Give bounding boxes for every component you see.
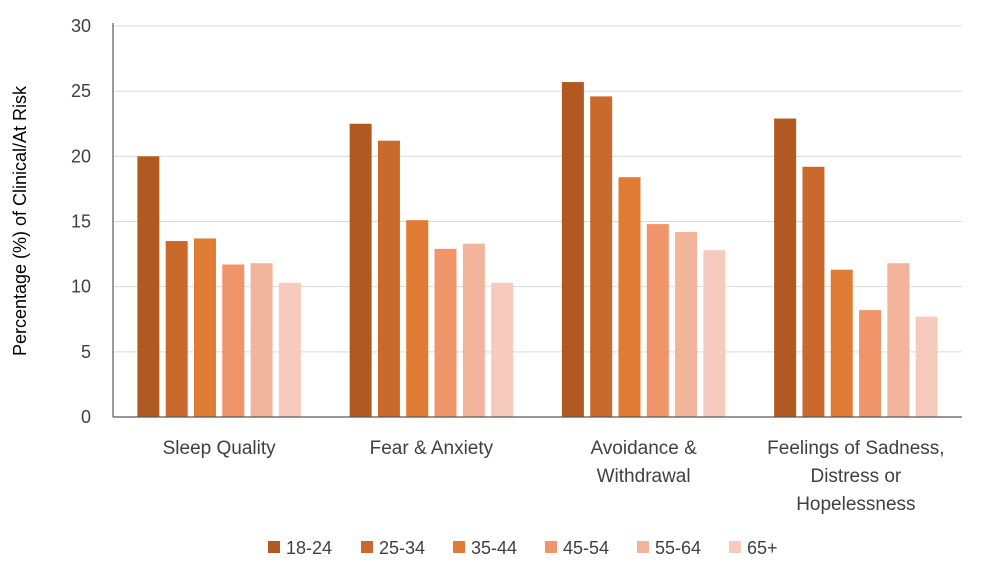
category-labels: Sleep Quality Fear & Anxiety Avoidance & Wi…: [163, 438, 945, 515]
bar: [675, 231, 698, 417]
bar: [406, 220, 429, 417]
legend-label: 55-64: [655, 538, 701, 558]
legend-swatch: [729, 541, 741, 553]
bar: [193, 238, 216, 417]
legend-label: 45-54: [563, 538, 609, 558]
y-tick-label: 10: [71, 277, 91, 297]
legend-swatch: [453, 541, 465, 553]
bars: [137, 82, 938, 418]
y-tick-label: 25: [71, 81, 91, 101]
bar: [434, 248, 457, 417]
bar: [561, 82, 584, 417]
legend-label: 25-34: [379, 538, 425, 558]
bar: [618, 177, 641, 417]
y-tick-label: 0: [81, 407, 91, 427]
legend-label: 35-44: [471, 538, 517, 558]
category-label: Fear & Anxiety: [370, 438, 494, 459]
bar: [165, 241, 188, 417]
bar: [859, 310, 882, 417]
bar: [491, 282, 514, 417]
legend: 18-24 25-34 35-44 45-54 55-64 65+: [268, 538, 778, 558]
bar: [774, 118, 797, 417]
bar: [646, 224, 669, 417]
y-tick-label: 20: [71, 146, 91, 166]
category-label: Feelings of Sadness,: [767, 438, 944, 459]
axes: [112, 23, 962, 418]
legend-label: 18-24: [286, 538, 332, 558]
bar: [887, 263, 910, 417]
bar: [590, 96, 613, 417]
category-label: Avoidance &: [590, 438, 697, 459]
bar: [137, 156, 160, 418]
category-label: Sleep Quality: [163, 438, 277, 459]
bar: [802, 166, 825, 417]
bar: [703, 250, 726, 417]
bar: [830, 269, 853, 417]
bar: [915, 316, 938, 417]
bar: [278, 282, 301, 417]
y-tick-labels: 0 5 10 15 20 25 30: [71, 16, 91, 427]
y-tick-label: 15: [71, 212, 91, 232]
legend-swatch: [268, 541, 280, 553]
category-label: Hopelessness: [796, 494, 915, 515]
legend-swatch: [545, 541, 557, 553]
bar: [377, 140, 400, 417]
y-tick-label: 5: [81, 342, 91, 362]
y-axis-label: Percentage (%) of Clinical/At Risk: [10, 85, 30, 356]
category-label: Distress or: [810, 466, 901, 487]
legend-swatch: [361, 541, 373, 553]
category-label: Withdrawal: [597, 466, 691, 487]
legend-swatch: [637, 541, 649, 553]
bar: [250, 263, 273, 417]
bar: [222, 264, 245, 417]
legend-label: 65+: [747, 538, 778, 558]
bar: [462, 243, 485, 417]
y-tick-label: 30: [71, 16, 91, 36]
bar: [349, 123, 372, 417]
